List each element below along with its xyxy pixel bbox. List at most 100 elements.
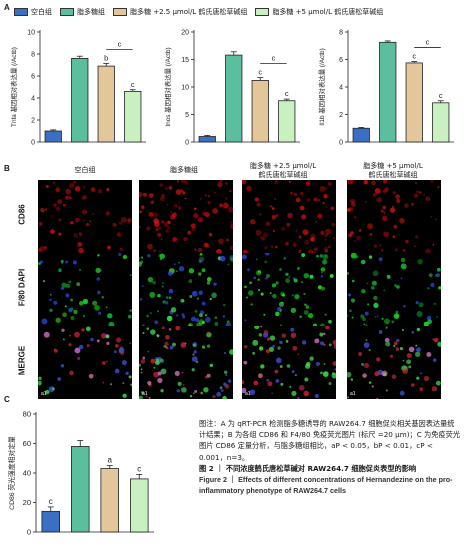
cell — [328, 245, 331, 249]
cell — [330, 206, 335, 211]
cell — [174, 203, 178, 208]
cell — [201, 268, 206, 273]
cell — [90, 187, 96, 192]
cell — [230, 221, 233, 224]
bar — [124, 91, 142, 143]
cell — [395, 347, 400, 351]
cell — [361, 288, 366, 294]
cell — [261, 236, 266, 241]
cell — [434, 218, 437, 221]
cell — [201, 301, 206, 306]
cell — [378, 257, 383, 262]
cell — [174, 370, 180, 376]
cell — [280, 382, 284, 386]
panel-label-c: C — [4, 395, 10, 404]
cell — [294, 294, 300, 300]
cell — [268, 346, 275, 352]
cell — [431, 386, 438, 392]
cell — [121, 216, 127, 223]
cell — [139, 192, 143, 198]
scale-bar-label: a1 — [142, 391, 148, 397]
cell — [425, 248, 431, 253]
cell — [52, 181, 55, 184]
cell — [96, 277, 101, 281]
cell — [256, 202, 261, 207]
cell — [347, 271, 350, 275]
cell — [150, 312, 152, 315]
row-label-cd86: CD86 — [17, 204, 27, 225]
cell — [97, 311, 102, 315]
cell — [310, 237, 315, 242]
cell — [122, 254, 128, 260]
cell — [88, 373, 94, 379]
cell — [68, 343, 72, 347]
bar-chart-inos: Inos 基因相对表达量 (/Actb) 0 5 10 15 20 c c c — [163, 30, 300, 147]
bar — [251, 80, 269, 143]
fluorescence-image — [242, 180, 336, 253]
cell — [57, 199, 63, 205]
comparison-letter: c — [426, 38, 430, 47]
cell — [317, 198, 320, 202]
cell — [347, 396, 350, 399]
cell — [316, 196, 319, 199]
cell — [81, 196, 86, 200]
cell — [399, 390, 405, 396]
cell — [432, 338, 435, 341]
cell — [209, 363, 213, 367]
cell — [78, 247, 84, 253]
micrograph-cd86-lps — [139, 180, 233, 253]
cell — [78, 301, 84, 306]
cell — [316, 361, 320, 366]
cell — [374, 188, 381, 194]
cell — [172, 342, 176, 347]
cell — [70, 298, 74, 302]
cell — [270, 245, 274, 249]
cell — [299, 205, 305, 211]
cell — [307, 249, 314, 253]
cell — [396, 285, 400, 289]
cell — [192, 353, 195, 356]
panel-label-a: A — [4, 3, 10, 12]
cell — [376, 197, 382, 203]
cell — [106, 188, 110, 192]
cell — [363, 342, 370, 348]
cell — [106, 341, 110, 346]
fluorescence-image — [38, 326, 132, 398]
cell — [105, 306, 108, 309]
cell — [141, 324, 145, 326]
cell — [127, 314, 132, 319]
y-axis-label: Inos 基因相对表达量 (/Actb) — [163, 47, 172, 126]
cell — [379, 244, 382, 247]
cell — [413, 193, 419, 198]
cell — [228, 379, 232, 383]
cell — [219, 255, 226, 262]
cell — [38, 248, 42, 252]
cell — [127, 218, 132, 223]
cell — [206, 331, 210, 335]
cell — [373, 302, 379, 308]
cell — [159, 196, 165, 202]
cell — [60, 286, 64, 291]
cell — [86, 344, 90, 348]
cell — [437, 185, 440, 189]
cell — [146, 327, 150, 330]
cell — [416, 376, 420, 380]
cell — [371, 180, 376, 186]
y-tick-label: 60 — [23, 439, 31, 448]
cell — [417, 259, 423, 265]
cell — [266, 337, 271, 341]
cell — [62, 203, 66, 207]
cell — [94, 304, 100, 311]
cell — [263, 232, 268, 238]
cell — [158, 250, 161, 253]
y-tick-label: 0 — [185, 140, 189, 147]
cell — [162, 300, 166, 304]
cell — [242, 387, 247, 394]
cell — [62, 312, 67, 318]
bar-chart-il1b: Il1b 基因相对表达量 (/Actb) 0 2 4 6 8 c c c — [317, 30, 454, 147]
cell — [229, 254, 233, 261]
cell — [147, 243, 153, 250]
cell — [306, 361, 311, 367]
cell — [139, 298, 143, 301]
cell — [68, 280, 72, 284]
